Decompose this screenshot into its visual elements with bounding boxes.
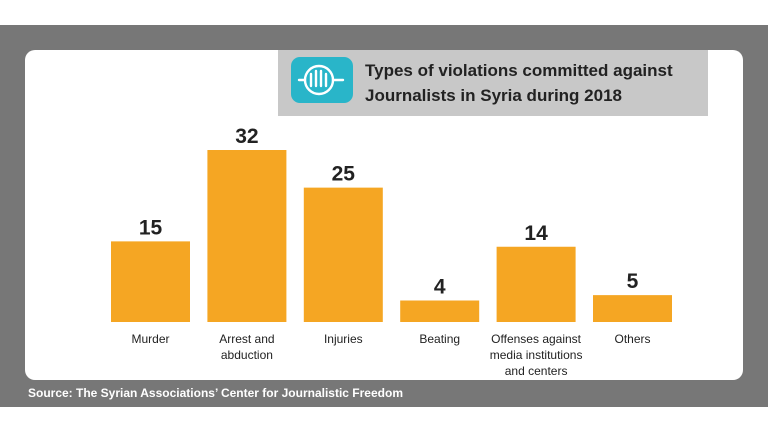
bar-1 xyxy=(111,241,190,322)
bar-6 xyxy=(593,295,672,322)
data-label-6: 5 xyxy=(627,270,639,293)
bar-2 xyxy=(207,150,287,322)
data-label-2: 32 xyxy=(235,125,258,148)
source-note: Source: The Syrian Associations’ Center … xyxy=(28,386,403,400)
data-label-4: 4 xyxy=(434,276,446,299)
data-label-1: 15 xyxy=(139,216,163,239)
chart-title: Types of violations committed against Jo… xyxy=(365,61,673,105)
data-label-5: 14 xyxy=(524,222,548,245)
bar-4 xyxy=(400,300,480,322)
category-label-2: Arrest and abduction xyxy=(219,332,274,362)
category-label-3: Injuries xyxy=(324,332,363,346)
category-label-1: Murder xyxy=(131,332,169,346)
category-label-4: Beating xyxy=(419,332,460,346)
category-label-5: Offenses against media institutions and ce… xyxy=(490,332,583,378)
data-label-3: 25 xyxy=(332,163,356,186)
category-label-6: Others xyxy=(614,332,650,346)
bar-3 xyxy=(303,187,383,322)
bar-5 xyxy=(496,246,576,322)
journalism-center-logo-icon xyxy=(291,57,353,103)
